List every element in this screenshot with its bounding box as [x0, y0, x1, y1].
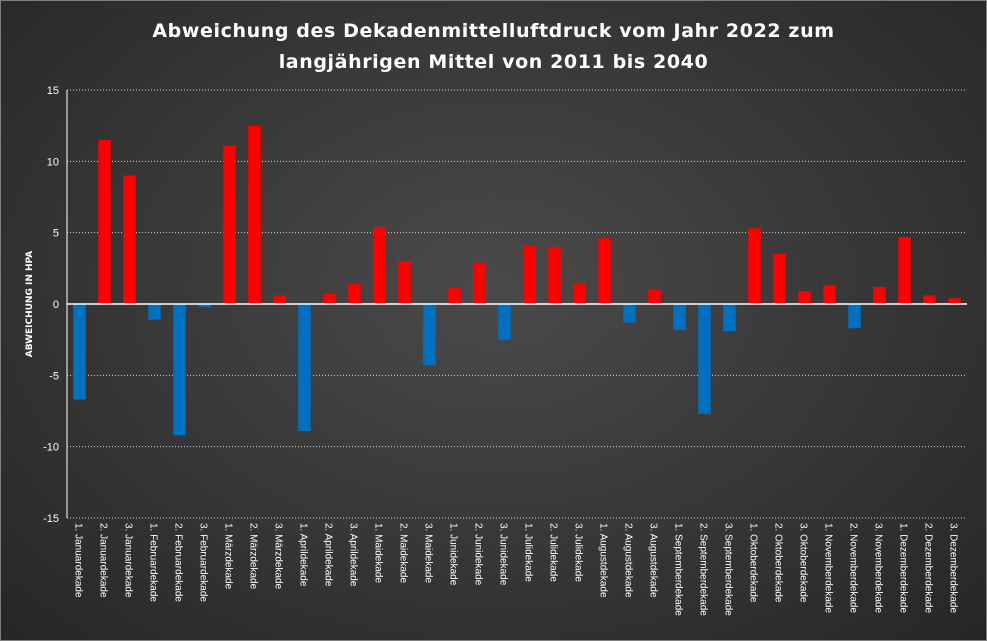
bar [148, 304, 161, 320]
bar [848, 304, 861, 329]
x-tick-label: 2. Maidekade [398, 523, 409, 583]
x-tick-labels: 1. Januardekade 2. Januardekade 3. Januard… [73, 523, 959, 616]
x-tick-label: 2. Oktoberdekade [773, 523, 784, 603]
x-tick-label: 3. Oktoberdekade [798, 523, 809, 603]
bar [523, 245, 536, 304]
x-tick-label: 3. Januardekade [123, 523, 134, 598]
gridlines [67, 89, 967, 519]
bar [198, 304, 211, 307]
bar [873, 286, 886, 304]
bar [598, 238, 611, 304]
x-tick-label: 3. Septemberdekade [723, 523, 734, 616]
y-tick-label: 5 [53, 228, 59, 240]
x-tick-label: 3. Dezemberdekade [948, 523, 959, 613]
x-tick-label: 2. Aprildekade [323, 523, 334, 587]
x-tick-label: 3. Augustdekade [648, 523, 659, 598]
x-tick-label: 1. Februardekade [148, 523, 159, 602]
bar [673, 304, 686, 330]
bar [698, 304, 711, 414]
bar [373, 226, 386, 304]
bar [573, 284, 586, 304]
axes [66, 90, 967, 518]
x-tick-label: 2. Märzdekade [248, 523, 259, 590]
y-axis-label: ABWEICHUNG IN HPA [25, 251, 35, 358]
x-tick-label: 1. Dezemberdekade [898, 523, 909, 613]
y-tick-labels: 15 10 5 0 -5 -10 -15 [43, 85, 59, 525]
x-tick-label: 1. Oktoberdekade [748, 523, 759, 603]
chart-title-line-1: Abweichung des Dekadenmittelluftdruck vo… [152, 20, 835, 42]
bars [73, 125, 961, 436]
x-tick-label: 3. Junidekade [498, 523, 509, 586]
x-tick-label: 1. Septemberdekade [673, 523, 684, 616]
y-tick-label: -5 [49, 370, 59, 382]
bar [223, 145, 236, 304]
bar [273, 295, 286, 304]
x-tick-label: 1. Maidekade [373, 523, 384, 583]
bar [723, 304, 736, 332]
x-tick-label: 1. Aprildekade [298, 523, 309, 587]
bar [173, 304, 186, 436]
x-tick-label: 1. Junidekade [448, 523, 459, 586]
bar [648, 289, 661, 304]
bar [548, 246, 561, 304]
bar [823, 285, 836, 304]
bar [73, 304, 86, 400]
y-tick-label: 10 [47, 156, 59, 168]
bar [898, 236, 911, 304]
x-tick-label: 1. Novemberdekade [823, 523, 834, 613]
x-tick-label: 3. Aprildekade [348, 523, 359, 587]
x-tick-label: 1. Januardekade [73, 523, 84, 598]
bar [423, 304, 436, 366]
bar [248, 125, 261, 305]
bar [948, 298, 961, 304]
bar [923, 295, 936, 304]
x-tick-label: 2. Septemberdekade [698, 523, 709, 616]
bar [473, 262, 486, 304]
bar [98, 139, 111, 304]
y-tick-label: -10 [43, 442, 59, 454]
x-tick-label: 2. Julidekade [548, 523, 559, 582]
x-tick-label: 2. Augustdekade [623, 523, 634, 598]
bar [798, 291, 811, 304]
x-tick-label: 3. Julidekade [573, 523, 584, 582]
x-tick-label: 1. Märzdekade [223, 523, 234, 590]
x-tick-label: 3. Märzdekade [273, 523, 284, 590]
bar [323, 294, 336, 304]
y-tick-label: -15 [43, 513, 59, 525]
bar [448, 288, 461, 304]
x-tick-label: 2. Dezemberdekade [923, 523, 934, 613]
bar [298, 304, 311, 431]
y-tick-label: 0 [53, 299, 59, 311]
bar [773, 254, 786, 304]
y-tick-label: 15 [47, 85, 59, 97]
x-tick-label: 1. Augustdekade [598, 523, 609, 598]
x-tick-label: 3. Februardekade [198, 523, 209, 602]
x-tick-label: 2. Januardekade [98, 523, 109, 598]
x-tick-label: 2. Novemberdekade [848, 523, 859, 613]
x-tick-label: 3. Novemberdekade [873, 523, 884, 613]
x-tick-label: 2. Februardekade [173, 523, 184, 602]
chart-title: Abweichung des Dekadenmittelluftdruck vo… [0, 16, 987, 78]
bar [498, 304, 511, 340]
bar [123, 175, 136, 304]
bar [348, 284, 361, 304]
x-tick-label: 1. Julidekade [523, 523, 534, 582]
x-tick-label: 2. Junidekade [473, 523, 484, 586]
bar [748, 228, 761, 304]
x-tick-label: 3. Maidekade [423, 523, 434, 583]
bar [623, 304, 636, 323]
bar [398, 261, 411, 304]
chart-subtitle: langjährigen Mittel von 2011 bis 2040 [278, 51, 709, 73]
